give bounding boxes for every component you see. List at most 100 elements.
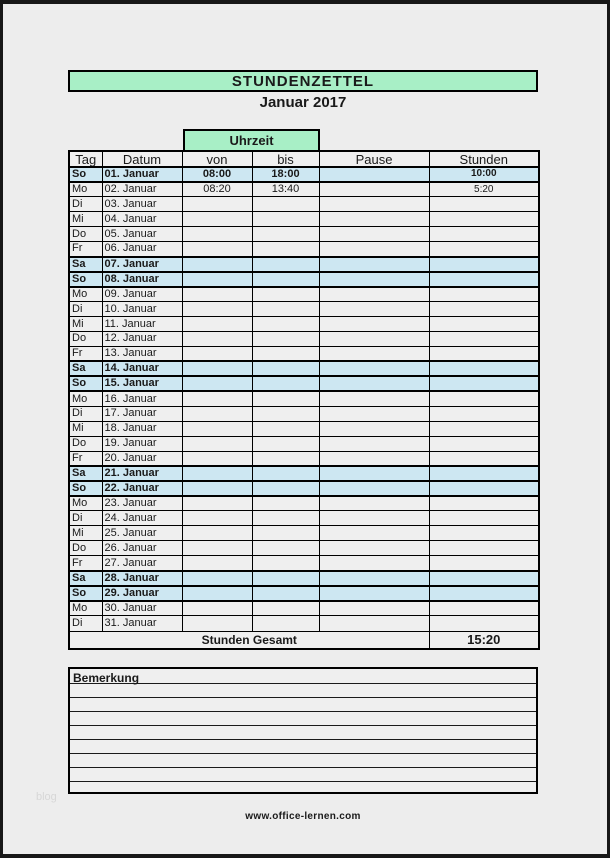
date-cell: 27. Januar [101, 555, 183, 572]
stunden-cell [428, 584, 540, 602]
table-row: Di 03. Januar [68, 196, 540, 213]
pause-cell [318, 226, 430, 243]
date-cell: 31. Januar [101, 615, 183, 632]
table-row: Do 05. Januar [68, 226, 540, 243]
bis-cell [251, 286, 320, 303]
von-cell [181, 510, 253, 527]
note-line [70, 740, 536, 754]
date-cell: 28. Januar [101, 569, 183, 587]
day-cell: Di [68, 301, 103, 318]
column-header-stunden: Stunden [428, 150, 540, 168]
stunden-cell [428, 301, 540, 318]
day-cell: Do [68, 435, 103, 452]
von-cell [181, 360, 253, 378]
date-cell: 07. Januar [101, 255, 183, 273]
bis-cell [251, 330, 320, 347]
pause-cell [318, 375, 430, 393]
pause-cell [318, 330, 430, 347]
pause-cell [318, 510, 430, 527]
von-cell [181, 615, 253, 632]
date-cell: 21. Januar [101, 465, 183, 483]
day-cell: Di [68, 615, 103, 632]
table-row: Fr 13. Januar [68, 345, 540, 362]
day-cell: Fr [68, 555, 103, 572]
note-line [70, 726, 536, 740]
table-footer: Stunden Gesamt 15:20 [68, 630, 540, 650]
date-cell: 03. Januar [101, 196, 183, 213]
pause-cell [318, 615, 430, 632]
bis-cell [251, 360, 320, 378]
date-cell: 10. Januar [101, 301, 183, 318]
pause-cell [318, 270, 430, 288]
stunden-cell [428, 480, 540, 497]
pause-cell [318, 584, 430, 602]
stunden-cell [428, 360, 540, 378]
day-cell: So [68, 166, 103, 183]
date-cell: 26. Januar [101, 540, 183, 557]
table-row: Mi 11. Januar [68, 316, 540, 332]
note-line [70, 684, 536, 698]
table-row: Mo 02. Januar 08:20 13:40 5:20 [68, 181, 540, 198]
day-cell: Di [68, 196, 103, 213]
column-header-pause: Pause [318, 150, 430, 168]
stunden-cell: 5:20 [428, 181, 540, 198]
bis-cell [251, 270, 320, 288]
month-subtitle: Januar 2017 [259, 94, 347, 111]
von-cell [181, 450, 253, 467]
remarks-label: Bemerkung [70, 669, 536, 685]
remarks-lines [70, 684, 536, 796]
stunden-cell: 10:00 [428, 166, 540, 183]
bis-cell [251, 316, 320, 332]
title-banner: STUNDENZETTEL [68, 70, 538, 92]
stunden-cell [428, 555, 540, 572]
pause-cell [318, 465, 430, 483]
note-line [70, 698, 536, 712]
day-cell: So [68, 375, 103, 393]
table-row: Di 24. Januar [68, 510, 540, 527]
pause-cell [318, 420, 430, 437]
bis-cell [251, 255, 320, 273]
bis-cell [251, 465, 320, 483]
day-cell: Sa [68, 569, 103, 587]
day-cell: Mo [68, 390, 103, 407]
stunden-cell [428, 345, 540, 362]
von-cell [181, 569, 253, 587]
pause-cell [318, 181, 430, 198]
bis-cell [251, 525, 320, 542]
pause-cell [318, 405, 430, 422]
remarks-box: Bemerkung [68, 667, 538, 794]
stunden-cell [428, 495, 540, 512]
day-cell: Do [68, 330, 103, 347]
day-cell: Mi [68, 316, 103, 332]
timesheet-body: So 01. Januar 08:00 18:00 10:00 Mo 02. J… [68, 166, 540, 632]
table-row: Sa 14. Januar [68, 360, 540, 378]
day-cell: Mo [68, 600, 103, 617]
von-cell [181, 465, 253, 483]
bis-cell [251, 555, 320, 572]
von-cell [181, 270, 253, 288]
date-cell: 14. Januar [101, 360, 183, 378]
stunden-cell [428, 226, 540, 243]
von-cell: 08:00 [181, 166, 253, 183]
von-cell [181, 330, 253, 347]
pause-cell [318, 241, 430, 258]
date-cell: 22. Januar [101, 480, 183, 497]
stunden-cell [428, 510, 540, 527]
column-header-datum: Datum [101, 150, 183, 168]
bis-cell [251, 405, 320, 422]
bis-cell [251, 540, 320, 557]
note-line [70, 754, 536, 768]
pause-cell [318, 600, 430, 617]
day-cell: Sa [68, 465, 103, 483]
date-cell: 24. Januar [101, 510, 183, 527]
date-cell: 15. Januar [101, 375, 183, 393]
stunden-cell [428, 255, 540, 273]
von-cell [181, 435, 253, 452]
von-cell [181, 316, 253, 332]
table-row: Do 12. Januar [68, 330, 540, 347]
table-row: So 15. Januar [68, 375, 540, 393]
day-cell: Do [68, 226, 103, 243]
table-header: Tag Datum von bis Pause Stunden [68, 150, 540, 168]
bis-cell [251, 584, 320, 602]
